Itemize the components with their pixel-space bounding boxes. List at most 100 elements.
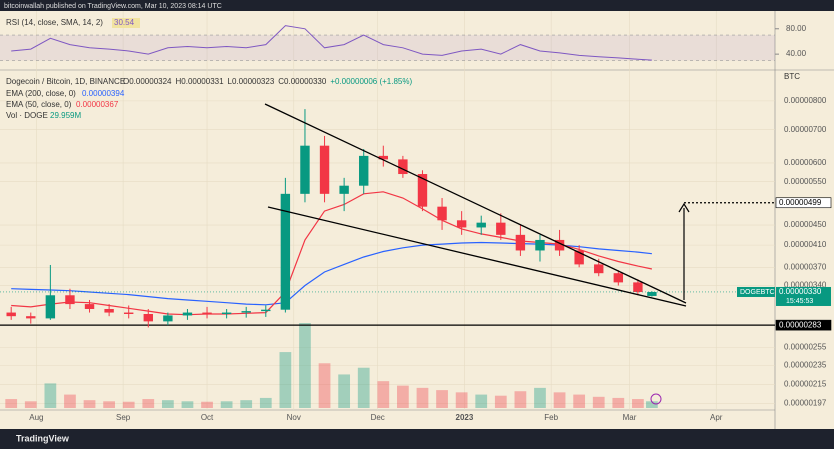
candle-body — [143, 313, 153, 322]
volume-bar — [5, 399, 18, 408]
volume-bar — [83, 400, 96, 408]
last-countdown: 15:45:53 — [786, 298, 813, 305]
volume-bar — [612, 397, 625, 408]
level-box — [775, 197, 832, 209]
volume-bar — [338, 374, 351, 408]
candle-body — [437, 206, 447, 221]
last-price-box — [776, 286, 831, 306]
ema50-legend: EMA (50, close, 0) — [6, 100, 72, 109]
volume-bar — [377, 381, 390, 408]
candle-body — [359, 155, 369, 186]
volume-bar — [534, 387, 546, 408]
footer: TradingView — [16, 433, 70, 443]
rsi-value: 30.54 — [114, 18, 135, 27]
volume-bar — [299, 323, 311, 408]
x-tick-label: Feb — [544, 413, 558, 422]
ema200-legend: EMA (200, close, 0) — [6, 89, 76, 98]
y-tick-label: 0.00000450 — [784, 220, 827, 229]
rsi-value-box — [112, 18, 140, 28]
x-tick-label: Apr — [710, 413, 723, 422]
last-price-label: 0.00000330 — [779, 287, 822, 296]
rsi-band — [0, 35, 775, 61]
volume-bar — [64, 394, 76, 408]
volume-value: 29.959M — [50, 111, 81, 120]
x-tick-label: Mar — [623, 413, 637, 422]
candle-body — [633, 282, 643, 292]
x-tick-label: Dec — [371, 413, 385, 422]
y-tick-label: 0.00000255 — [784, 343, 827, 352]
candle-body — [456, 220, 467, 228]
volume-legend: Vol · DOGE — [6, 111, 48, 120]
candle-body — [535, 239, 545, 251]
y-tick-label: 0.00000800 — [784, 96, 827, 105]
candle-body — [613, 273, 624, 283]
x-tick-label: Aug — [29, 413, 43, 422]
candle-body — [163, 315, 173, 322]
volume-bar — [318, 363, 331, 408]
level-box — [775, 319, 832, 331]
ohlc-item: O0.00000324 — [123, 77, 172, 86]
volume-bar — [103, 401, 115, 408]
ema-line — [11, 191, 653, 316]
candle-body — [241, 311, 251, 313]
candle-body — [221, 312, 232, 314]
y-tick-label: 0.00000340 — [784, 281, 827, 290]
candle-body — [398, 159, 408, 175]
ema200-value: 0.00000394 — [82, 89, 125, 98]
candle-body — [182, 312, 193, 316]
ema-line — [11, 241, 652, 306]
candle-body — [594, 264, 604, 274]
candle-body — [496, 222, 506, 235]
ohlc-legend: O0.00000324 H0.00000331 L0.00000323 C0.0000… — [123, 77, 412, 86]
candle-body — [417, 174, 428, 207]
footer-bar — [0, 429, 834, 449]
y-tick-label: 0.00000197 — [784, 398, 827, 407]
candle-body — [476, 222, 486, 228]
volume-bar — [397, 385, 409, 408]
volume-bar — [240, 400, 253, 408]
x-tick-label: 2023 — [456, 413, 474, 422]
ohlc-item: H0.00000331 — [176, 77, 225, 86]
candle-body — [515, 234, 526, 251]
volume-bar — [416, 387, 429, 408]
volume-bar — [436, 390, 448, 408]
volume-bar — [455, 392, 468, 408]
axis-unit: BTC — [784, 72, 800, 81]
volume-bar — [161, 400, 174, 408]
candle-body — [319, 145, 330, 194]
ohlc-item: L0.00000323 — [228, 77, 275, 86]
volume-bar — [592, 396, 605, 408]
candle-body — [378, 155, 389, 160]
marks: 0.00000800 0.00000700 0.00000600 0.00000550… — [0, 11, 832, 422]
candle-body — [280, 193, 291, 310]
volume-bar — [220, 401, 233, 408]
x-tick-label: Oct — [201, 413, 214, 422]
y-tick-label: 0.00000215 — [784, 380, 827, 389]
y-tick-label: 0.00000410 — [784, 240, 827, 249]
candle-body — [574, 250, 584, 265]
y-tick-label: 0.00000550 — [784, 177, 827, 186]
volume-bar — [632, 399, 644, 408]
volume-bar — [24, 401, 37, 408]
volume-bar — [201, 401, 213, 408]
volume-bar — [142, 399, 155, 408]
x-tick-label: Sep — [116, 413, 131, 422]
level-label: 0.00000283 — [779, 320, 822, 329]
rsi-line — [11, 25, 652, 61]
ohlc-item: +0.00000006 (+1.85%) — [330, 77, 412, 86]
volume-bar — [494, 395, 507, 408]
x-tick-label: Nov — [287, 413, 301, 422]
rsi-legend: RSI (14, close, SMA, 14, 2) — [6, 18, 103, 27]
volume-bar — [514, 391, 527, 408]
arrow-head — [678, 202, 690, 213]
candle-body — [124, 312, 134, 314]
ema50-value: 0.00000367 — [76, 100, 119, 109]
volume-bar — [357, 367, 370, 408]
publisher-bar — [0, 0, 834, 11]
y-tick-label: 0.00000370 — [784, 262, 827, 271]
volume-bar — [279, 352, 292, 408]
volume-bar — [122, 401, 135, 408]
candle-body — [339, 185, 349, 194]
